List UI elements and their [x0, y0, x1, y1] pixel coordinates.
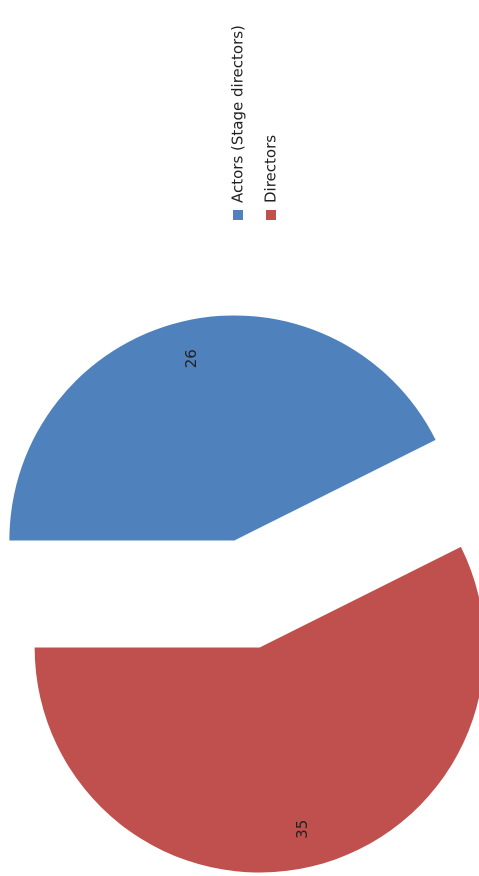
data-label: 26 [182, 349, 200, 368]
legend-swatch [266, 210, 276, 220]
pie-slice [34, 546, 479, 873]
legend-label: Directors [262, 135, 280, 203]
data-label: 35 [293, 820, 311, 839]
legend-swatch [233, 210, 243, 220]
pie-slice [9, 315, 436, 541]
legend-label: Actors (Stage directors) [229, 25, 247, 203]
